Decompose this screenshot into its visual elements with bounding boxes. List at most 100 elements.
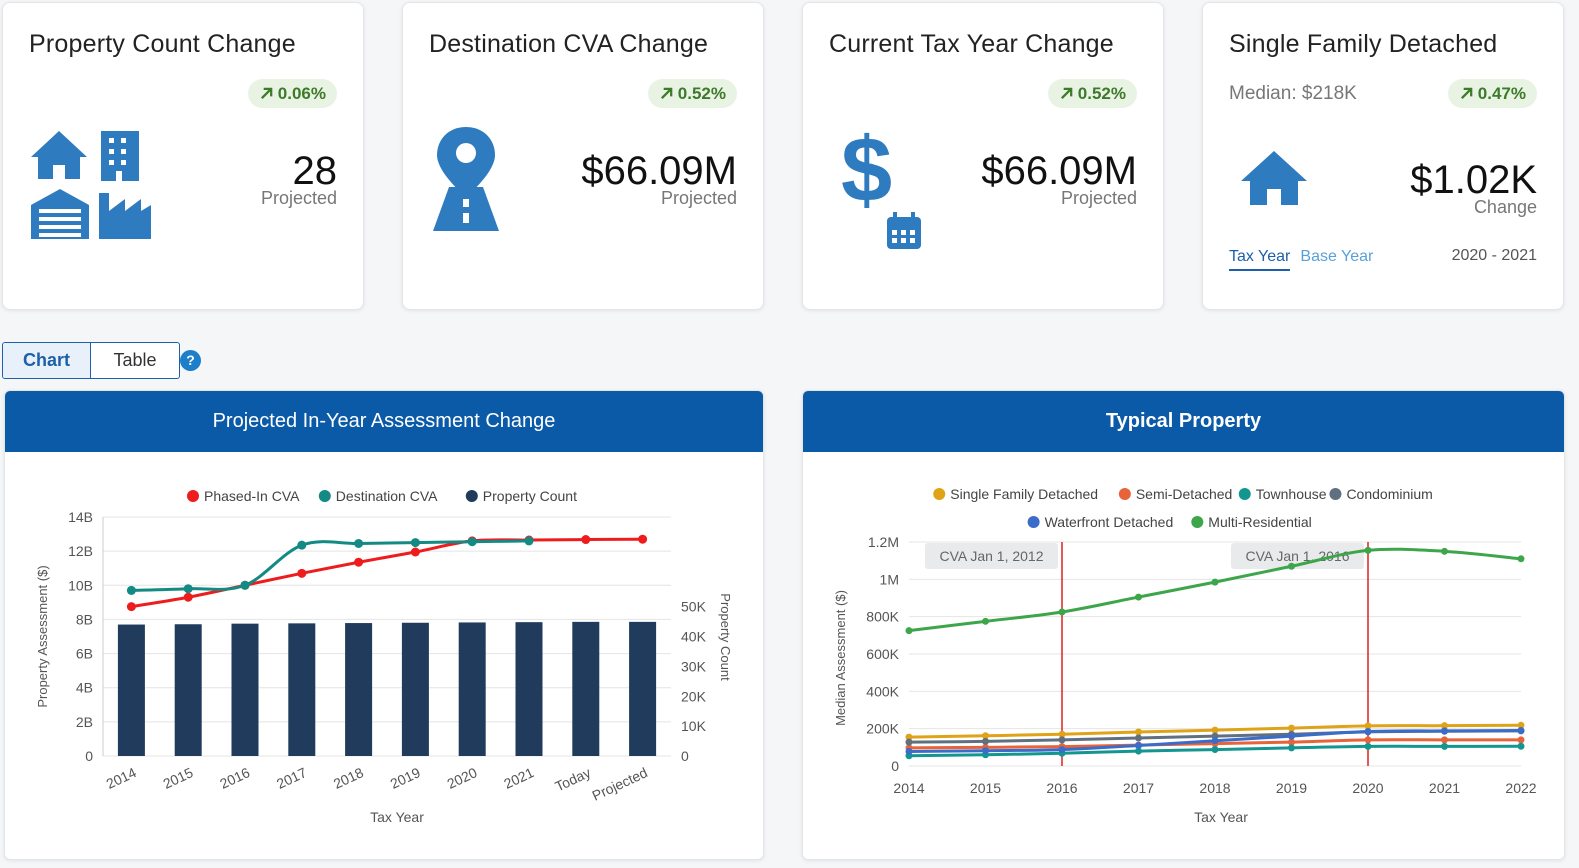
bar-property-count[interactable] bbox=[515, 622, 543, 756]
data-point[interactable] bbox=[1517, 736, 1525, 744]
data-point[interactable] bbox=[1211, 726, 1219, 734]
data-point[interactable] bbox=[1517, 721, 1525, 729]
y-tick-label: 800K bbox=[866, 609, 899, 625]
card-sub-label: Projected bbox=[1060, 188, 1137, 208]
data-point[interactable] bbox=[1364, 727, 1372, 735]
data-point[interactable] bbox=[905, 627, 913, 635]
legend-item[interactable]: Phased-In CVA bbox=[187, 488, 300, 504]
data-point[interactable] bbox=[183, 584, 193, 594]
data-point[interactable] bbox=[1288, 732, 1295, 740]
y2-tick-label: 20K bbox=[681, 688, 707, 704]
legend-item[interactable]: Single Family Detached bbox=[933, 486, 1098, 502]
data-point[interactable] bbox=[1441, 736, 1448, 744]
data-point[interactable] bbox=[905, 747, 913, 755]
bar-property-count[interactable] bbox=[231, 623, 259, 756]
data-point[interactable] bbox=[982, 747, 989, 755]
data-point[interactable] bbox=[1288, 724, 1295, 732]
legend-item[interactable]: Semi-Detached bbox=[1118, 486, 1233, 502]
data-point[interactable] bbox=[1135, 741, 1142, 749]
data-point[interactable] bbox=[1441, 722, 1448, 730]
legend-item[interactable]: Condominium bbox=[1329, 486, 1433, 502]
legend-label: Single Family Detached bbox=[950, 486, 1098, 502]
data-point[interactable] bbox=[1058, 746, 1066, 754]
data-point[interactable] bbox=[240, 580, 250, 590]
data-point[interactable] bbox=[1135, 728, 1142, 736]
y-tick-label: 14B bbox=[68, 509, 93, 525]
data-point[interactable] bbox=[467, 537, 477, 547]
data-point[interactable] bbox=[1211, 578, 1219, 586]
tab-base-year[interactable]: Base Year bbox=[1300, 248, 1374, 265]
data-point[interactable] bbox=[905, 738, 913, 746]
y-axis-title: Property Assessment ($) bbox=[35, 565, 50, 707]
legend-item[interactable]: Multi-Residential bbox=[1191, 514, 1312, 530]
data-point[interactable] bbox=[982, 617, 989, 625]
card-sub-label: Projected bbox=[260, 188, 337, 208]
legend-item[interactable]: Property Count bbox=[465, 488, 577, 504]
data-point[interactable] bbox=[1211, 737, 1219, 745]
x-tick-label: 2017 bbox=[274, 764, 309, 792]
data-point[interactable] bbox=[1135, 593, 1142, 601]
data-point[interactable] bbox=[410, 547, 420, 557]
data-point[interactable] bbox=[410, 538, 420, 548]
data-point[interactable] bbox=[1517, 727, 1525, 735]
bar-property-count[interactable] bbox=[117, 624, 145, 756]
data-point[interactable] bbox=[581, 535, 591, 545]
data-point[interactable] bbox=[1441, 742, 1448, 750]
bar-property-count[interactable] bbox=[345, 623, 373, 756]
x-tick-label: 2015 bbox=[970, 780, 1001, 796]
legend-marker bbox=[318, 490, 331, 502]
data-point[interactable] bbox=[354, 557, 364, 567]
data-point[interactable] bbox=[1288, 738, 1295, 746]
assessment-change-panel: Projected In-Year Assessment Change Phas… bbox=[4, 390, 764, 860]
data-point[interactable] bbox=[1441, 727, 1448, 735]
data-point[interactable] bbox=[1441, 547, 1448, 555]
legend-item[interactable]: Townhouse bbox=[1238, 486, 1327, 502]
data-point[interactable] bbox=[1364, 546, 1372, 554]
table-view-button[interactable]: Table bbox=[113, 350, 157, 370]
data-point[interactable] bbox=[1058, 608, 1066, 616]
data-point[interactable] bbox=[297, 568, 307, 578]
legend-label: Phased-In CVA bbox=[204, 488, 300, 504]
legend-marker bbox=[1118, 488, 1131, 500]
data-point[interactable] bbox=[354, 538, 364, 548]
data-point[interactable] bbox=[1364, 742, 1372, 750]
year-basis-tabs: Tax Year Base Year bbox=[1229, 248, 1373, 271]
y2-tick-label: 0 bbox=[681, 748, 689, 764]
help-icon[interactable]: ? bbox=[180, 350, 201, 371]
y-tick-label: 0 bbox=[85, 748, 93, 764]
bar-property-count[interactable] bbox=[174, 624, 202, 756]
y-tick-label: 6B bbox=[76, 646, 93, 662]
data-point[interactable] bbox=[1364, 736, 1372, 744]
x-tick-label: 2018 bbox=[331, 764, 366, 792]
data-point[interactable] bbox=[982, 737, 989, 745]
data-point[interactable] bbox=[297, 540, 307, 550]
bar-property-count[interactable] bbox=[572, 621, 600, 756]
bar-property-count[interactable] bbox=[458, 622, 486, 756]
legend-item[interactable]: Waterfront Detached bbox=[1027, 514, 1174, 530]
bar-property-count[interactable] bbox=[288, 623, 316, 756]
data-point[interactable] bbox=[183, 592, 193, 602]
data-point[interactable] bbox=[1135, 734, 1142, 742]
data-point[interactable] bbox=[524, 536, 534, 546]
data-point[interactable] bbox=[1058, 730, 1066, 738]
data-point[interactable] bbox=[1288, 562, 1295, 570]
data-point[interactable] bbox=[1058, 736, 1066, 744]
data-point[interactable] bbox=[1517, 742, 1525, 750]
data-point[interactable] bbox=[1288, 744, 1295, 752]
data-point[interactable] bbox=[126, 602, 136, 612]
tab-tax-year[interactable]: Tax Year bbox=[1229, 248, 1291, 271]
chart-view-button[interactable]: Chart bbox=[3, 343, 91, 378]
bar-property-count[interactable] bbox=[401, 622, 429, 756]
data-point[interactable] bbox=[1135, 747, 1142, 755]
data-point[interactable] bbox=[982, 732, 989, 740]
data-point[interactable] bbox=[1211, 746, 1219, 754]
legend-item[interactable]: Destination CVA bbox=[318, 488, 438, 504]
data-point[interactable] bbox=[1364, 722, 1372, 730]
x-tick-label: 2016 bbox=[1046, 780, 1077, 796]
data-point[interactable] bbox=[905, 733, 913, 741]
data-point[interactable] bbox=[638, 534, 648, 544]
bar-property-count[interactable] bbox=[629, 621, 657, 756]
data-point[interactable] bbox=[126, 585, 136, 595]
y-tick-label: 10B bbox=[68, 577, 93, 593]
data-point[interactable] bbox=[1517, 555, 1525, 563]
